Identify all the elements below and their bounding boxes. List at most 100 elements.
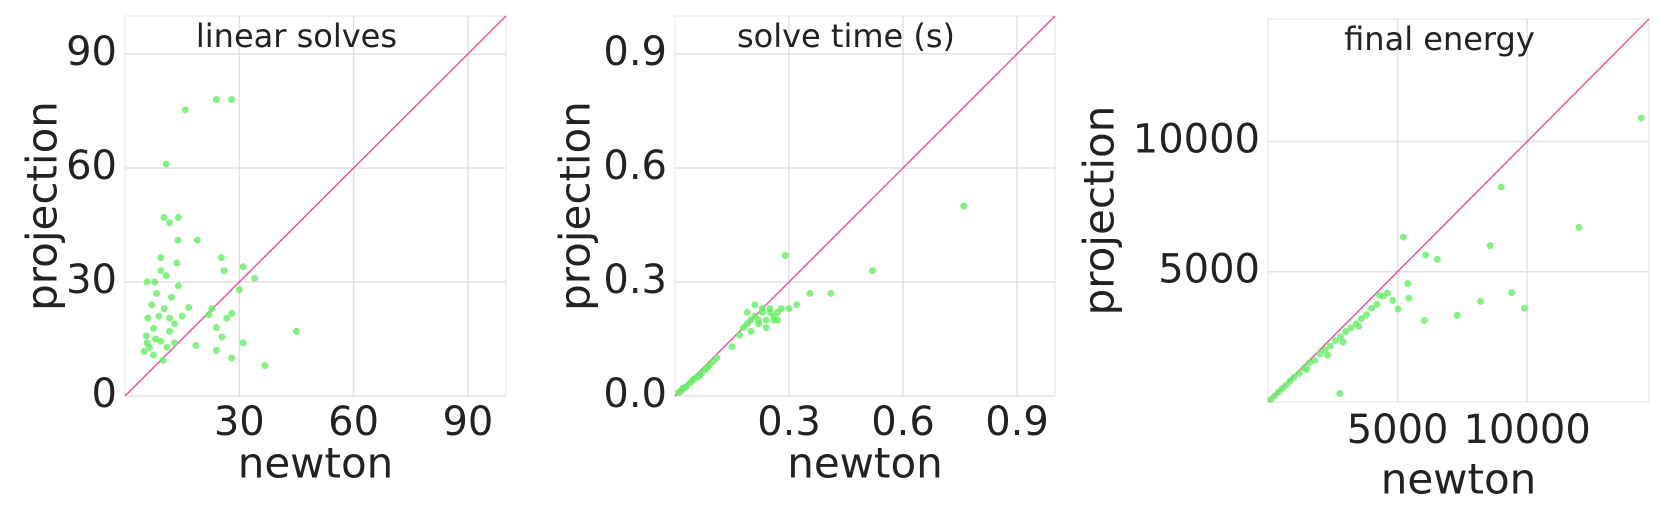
point <box>208 305 216 313</box>
x-tick-label: 0.9 <box>985 399 1049 445</box>
point <box>1453 311 1461 319</box>
x-tick-label: 60 <box>328 399 379 445</box>
point <box>1342 328 1350 336</box>
point <box>160 305 168 313</box>
point <box>743 308 751 316</box>
point <box>1337 333 1345 341</box>
point <box>140 348 148 356</box>
point <box>292 327 300 335</box>
point <box>696 371 704 379</box>
point <box>736 331 744 339</box>
point <box>167 293 175 301</box>
point <box>251 274 259 282</box>
y-tick-label: 0 <box>92 371 117 417</box>
point <box>766 308 774 316</box>
point <box>162 160 170 168</box>
point <box>228 310 236 318</box>
point <box>1331 337 1339 345</box>
point <box>713 354 721 362</box>
point <box>1433 255 1441 263</box>
point <box>155 312 163 320</box>
x-axis-label: newton <box>238 439 394 488</box>
point <box>185 303 193 311</box>
point <box>1497 183 1505 191</box>
point <box>151 335 159 343</box>
point <box>1521 304 1529 312</box>
point <box>174 282 182 290</box>
y-tick-label: 0.6 <box>603 143 667 189</box>
point <box>1637 114 1645 122</box>
point <box>827 289 835 297</box>
point <box>144 314 152 322</box>
x-tick-label: 10000 <box>1464 407 1591 453</box>
chart-title: final energy <box>1344 20 1535 58</box>
point <box>1405 294 1413 302</box>
y-tick-label: 0.3 <box>603 257 667 303</box>
point <box>173 259 181 267</box>
point <box>960 202 968 210</box>
point <box>869 267 877 275</box>
point <box>762 316 770 324</box>
point <box>703 364 711 371</box>
point <box>150 351 158 359</box>
point <box>166 314 174 322</box>
point <box>142 332 150 340</box>
point <box>148 301 156 309</box>
point <box>1347 324 1355 332</box>
point <box>758 305 766 313</box>
x-tick-label: 5000 <box>1347 407 1449 453</box>
point <box>153 289 161 297</box>
point <box>171 320 179 328</box>
x-tick-label: 30 <box>214 399 265 445</box>
x-tick-label: 0.6 <box>871 399 935 445</box>
x-tick-label: 0.3 <box>757 399 821 445</box>
point <box>1421 316 1429 324</box>
y-axis-label: projection <box>551 101 600 311</box>
point <box>239 339 247 347</box>
diagonal-line <box>1267 18 1650 403</box>
point <box>192 341 200 349</box>
point <box>688 377 696 385</box>
point <box>157 254 165 262</box>
point <box>157 337 165 345</box>
point <box>1373 300 1381 308</box>
point <box>1311 356 1319 364</box>
point <box>205 311 213 319</box>
point <box>1508 289 1516 297</box>
diagonal-line <box>124 15 507 397</box>
x-tick-label: 90 <box>442 399 493 445</box>
point <box>212 96 220 104</box>
point <box>220 267 228 275</box>
chart-title: linear solves <box>196 17 397 55</box>
point <box>777 305 785 313</box>
point <box>762 324 770 332</box>
point <box>1575 223 1583 231</box>
point <box>163 343 171 351</box>
point <box>174 236 182 244</box>
x-axis-label: newton <box>787 439 943 488</box>
point <box>1295 369 1303 377</box>
point <box>223 314 231 322</box>
point <box>212 346 220 354</box>
point <box>1404 279 1412 287</box>
point <box>193 236 201 244</box>
point <box>1326 342 1334 350</box>
point <box>1336 390 1344 398</box>
point <box>162 272 170 280</box>
point <box>1303 365 1311 373</box>
point <box>681 384 688 392</box>
point <box>1389 296 1397 304</box>
y-tick-label: 60 <box>66 143 117 189</box>
y-axis-label: projection <box>18 101 67 311</box>
point <box>1290 373 1298 381</box>
point <box>166 219 174 227</box>
y-tick-label: 10000 <box>1133 116 1260 162</box>
point <box>728 343 736 351</box>
point <box>1375 291 1383 299</box>
point <box>1422 251 1430 259</box>
point <box>747 327 755 335</box>
point <box>159 356 167 364</box>
point <box>151 278 159 286</box>
point <box>143 278 151 286</box>
